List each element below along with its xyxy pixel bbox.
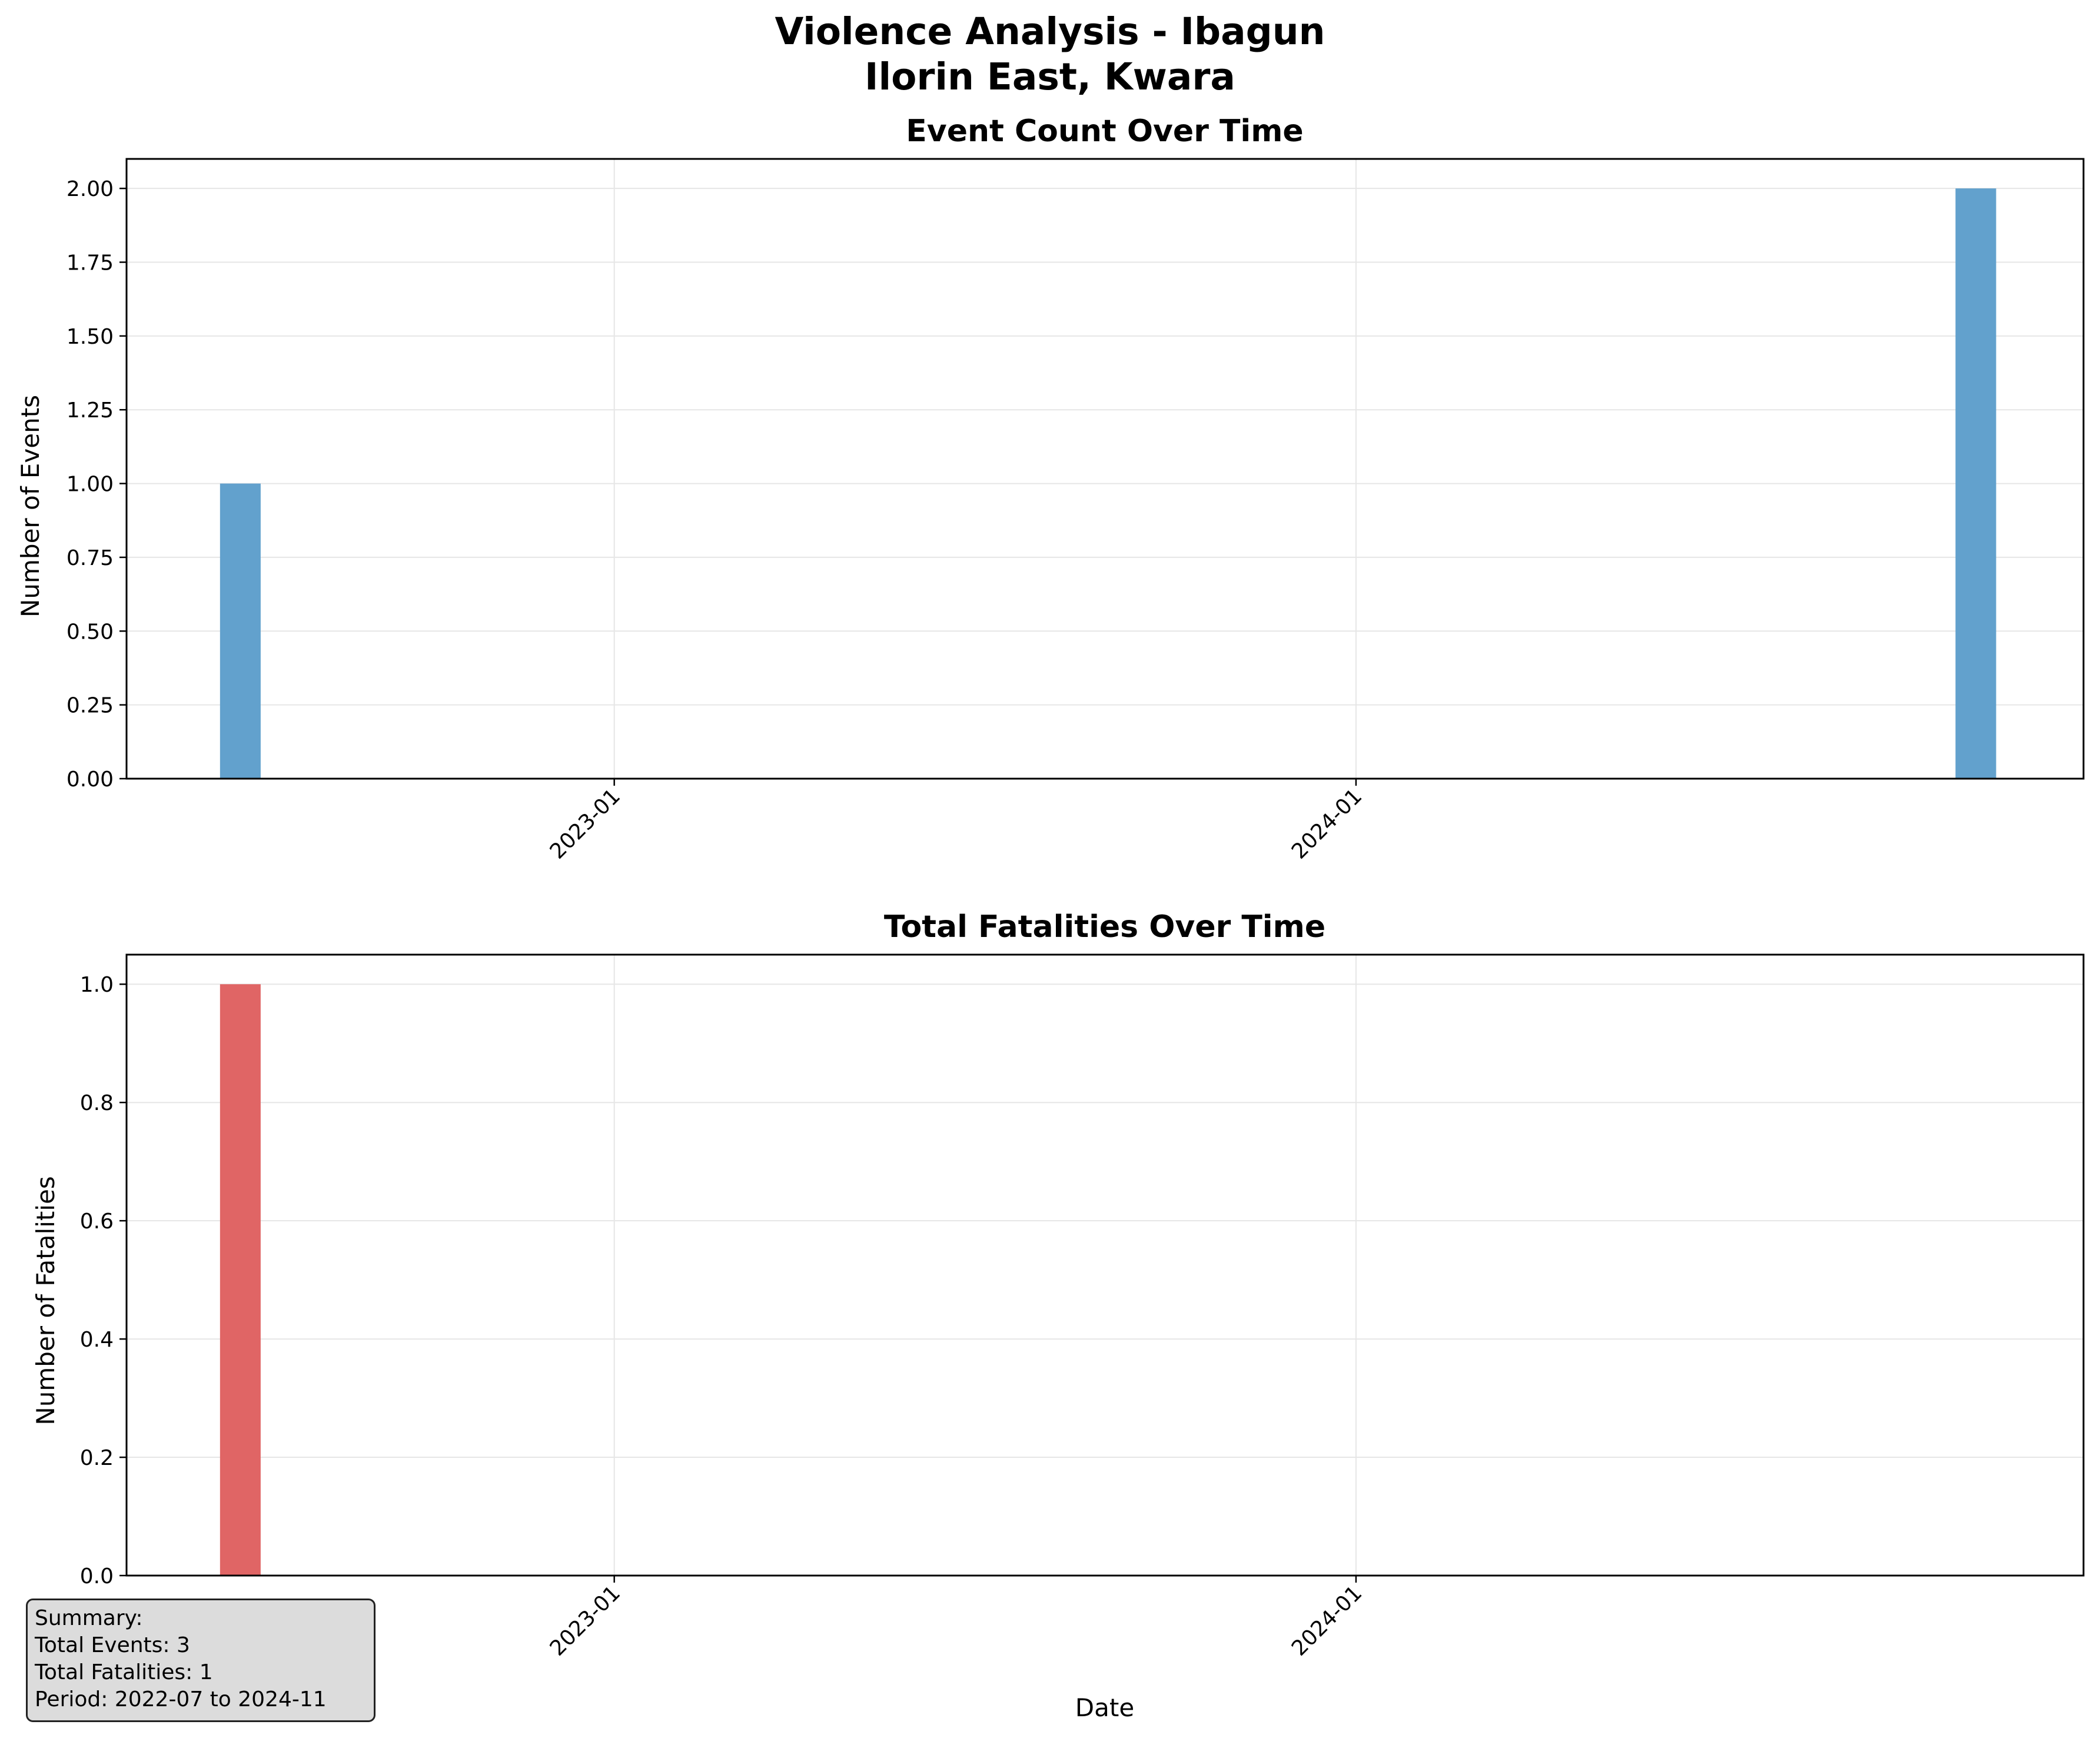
y-axis-label: Number of Fatalities bbox=[31, 1176, 60, 1425]
y-axis-label: Number of Events bbox=[16, 395, 45, 617]
summary-total-events: Total Events: 3 bbox=[35, 1633, 190, 1657]
x-tick-label: 2024-01 bbox=[1287, 784, 1367, 863]
x-axis-label: Date bbox=[1075, 1693, 1134, 1722]
x-tick-label: 2023-01 bbox=[546, 1581, 625, 1660]
y-tick-label: 0.25 bbox=[67, 694, 114, 718]
y-tick-label: 0.75 bbox=[67, 546, 114, 570]
x-tick-label: 2024-01 bbox=[1287, 1581, 1367, 1660]
bar bbox=[220, 984, 261, 1576]
event-count-chart: Event Count Over Time Number of Events 0… bbox=[16, 114, 2085, 864]
summary-box: Summary: Total Events: 3 Total Fatalitie… bbox=[26, 1599, 376, 1722]
bar bbox=[220, 483, 261, 779]
y-tick-label: 0.8 bbox=[80, 1091, 114, 1115]
y-tick-label: 0.6 bbox=[80, 1209, 114, 1234]
y-tick-label: 0.0 bbox=[80, 1564, 114, 1589]
y-tick-label: 1.25 bbox=[67, 398, 114, 423]
axes-frame bbox=[125, 953, 2085, 1577]
y-tick-label: 0.4 bbox=[80, 1328, 114, 1352]
chart-title: Total Fatalities Over Time bbox=[884, 909, 1325, 945]
chart-title: Event Count Over Time bbox=[906, 114, 1303, 149]
y-tick-label: 0.50 bbox=[67, 620, 114, 644]
y-tick-label: 2.00 bbox=[67, 177, 114, 201]
summary-period: Period: 2022-07 to 2024-11 bbox=[35, 1687, 327, 1712]
y-tick-label: 0.00 bbox=[67, 767, 114, 792]
y-tick-label: 1.75 bbox=[67, 251, 114, 275]
bar bbox=[1955, 188, 1996, 779]
y-tick-label: 1.0 bbox=[80, 973, 114, 997]
summary-heading: Summary: bbox=[35, 1606, 143, 1630]
y-tick-label: 1.00 bbox=[67, 473, 114, 497]
summary-total-fatalities: Total Fatalities: 1 bbox=[35, 1660, 213, 1684]
suptitle-line-1: Violence Analysis - Ibagun bbox=[775, 10, 1325, 53]
y-tick-label: 0.2 bbox=[80, 1446, 114, 1470]
suptitle-line-2: Ilorin East, Kwara bbox=[865, 55, 1235, 98]
y-tick-label: 1.50 bbox=[67, 325, 114, 349]
x-tick-label: 2023-01 bbox=[546, 784, 625, 863]
axes-frame bbox=[125, 158, 2085, 780]
